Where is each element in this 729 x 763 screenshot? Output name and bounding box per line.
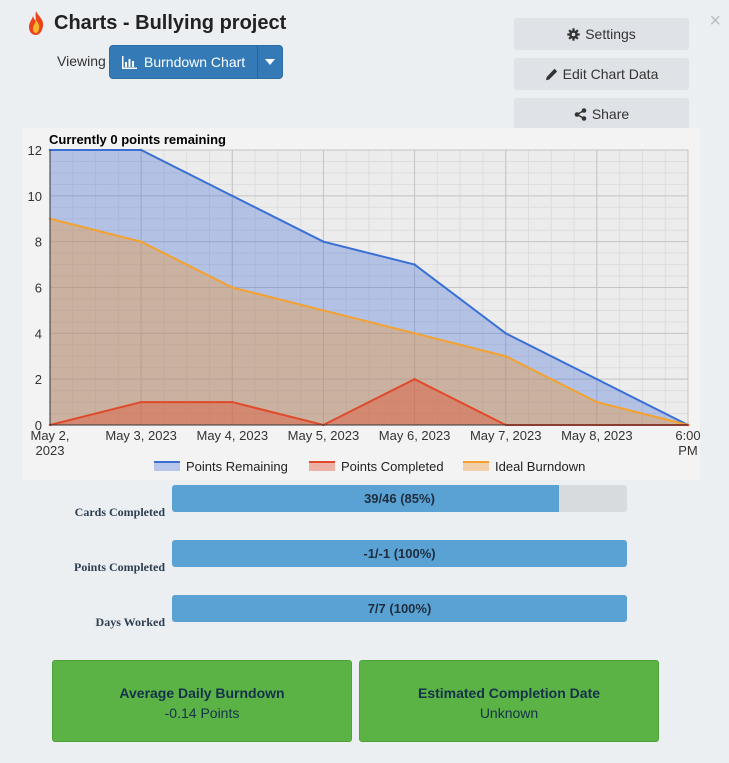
series-points-remaining-line xyxy=(50,149,689,426)
progress-fill xyxy=(172,595,627,622)
estimated-completion-date-card: Estimated Completion Date Unknown xyxy=(359,660,659,742)
settings-button[interactable]: Settings xyxy=(514,18,689,50)
progress-label: Days Worked xyxy=(95,615,165,629)
flame-logo-icon xyxy=(29,11,44,35)
stat-title: Average Daily Burndown xyxy=(119,685,285,701)
progress-label: Points Completed xyxy=(74,560,165,574)
x-tick-label: May 3, 2023 xyxy=(105,428,177,443)
stat-value: Unknown xyxy=(479,705,539,721)
share-icon xyxy=(574,107,587,121)
chart-type-dropdown[interactable]: Burndown Chart xyxy=(109,45,283,79)
progress-text: 7/7 (100%) xyxy=(367,601,432,616)
data-point xyxy=(595,400,599,404)
legend-item: Points Completed xyxy=(309,459,444,474)
data-point xyxy=(504,332,507,335)
average-daily-burndown-card: Average Daily Burndown -0.14 Points xyxy=(52,660,352,742)
data-point xyxy=(231,400,234,404)
progress-bar: -1/-1 (100%) xyxy=(172,540,627,567)
y-tick-label: 0 xyxy=(35,418,42,433)
data-point xyxy=(139,400,143,404)
legend-swatch xyxy=(463,462,489,471)
data-point xyxy=(413,332,416,335)
bar-chart-icon xyxy=(122,55,137,69)
stat-title: Estimated Completion Date xyxy=(417,685,601,701)
chart-type-label: Burndown Chart xyxy=(144,54,246,70)
data-point xyxy=(322,309,325,312)
progress-text: -1/-1 (100%) xyxy=(363,546,436,561)
dropdown-caret[interactable] xyxy=(257,46,282,78)
legend-item: Ideal Burndown xyxy=(463,459,585,474)
legend-swatch xyxy=(309,462,335,471)
gear-icon xyxy=(567,27,580,41)
stat-value: -0.14 Points xyxy=(164,705,240,721)
legend-label: Ideal Burndown xyxy=(495,459,585,474)
y-tick-label: 2 xyxy=(35,372,42,387)
series-ideal-burndown-line xyxy=(49,217,689,426)
data-point xyxy=(231,286,234,289)
x-tick-label: May 7, 2023 xyxy=(470,428,542,443)
legend-item: Points Remaining xyxy=(154,459,288,474)
edit-chart-data-button[interactable]: Edit Chart Data xyxy=(514,58,689,90)
y-tick-label: 8 xyxy=(35,235,42,250)
y-tick-label: 12 xyxy=(28,143,42,158)
data-point xyxy=(595,377,599,381)
x-tick-label: May 8, 2023 xyxy=(561,428,633,443)
edit-chart-data-label: Edit Chart Data xyxy=(562,66,659,82)
data-point xyxy=(413,377,416,381)
series-points-remaining-area xyxy=(50,150,688,425)
data-point xyxy=(139,148,143,152)
legend-label: Points Completed xyxy=(341,459,444,474)
legend-label: Points Remaining xyxy=(186,459,288,474)
legend-swatch xyxy=(154,462,180,471)
share-label: Share xyxy=(591,106,630,122)
chart-title: Currently 0 points remaining xyxy=(49,132,226,147)
share-button[interactable]: Share xyxy=(514,98,689,130)
chart-type-selected[interactable]: Burndown Chart xyxy=(110,46,257,78)
burndown-chart: Currently 0 points remaining 0 2 4 6 8 10 12 May… xyxy=(22,128,700,480)
burndown-chart-svg: Currently 0 points remaining 0 2 4 6 8 10 12 May… xyxy=(28,132,700,474)
page-title: Charts - Bullying project xyxy=(54,11,287,34)
progress-bar: 7/7 (100%) xyxy=(172,595,627,622)
x-tick-label: May 6, 2023 xyxy=(379,428,451,443)
progress-fill xyxy=(172,485,559,512)
progress-text: 39/46 (85%) xyxy=(364,491,435,506)
data-point xyxy=(504,355,507,358)
x-tick-label: May 4, 2023 xyxy=(197,428,269,443)
x-tick-label: May 5, 2023 xyxy=(288,428,360,443)
y-tick-label: 6 xyxy=(35,281,42,296)
x-tick-label: 6:00 PM xyxy=(675,428,700,458)
progress-bar: 39/46 (85%) xyxy=(172,485,627,512)
y-tick-label: 4 xyxy=(35,326,42,341)
settings-label: Settings xyxy=(585,26,636,42)
pencil-icon xyxy=(545,68,557,80)
data-point xyxy=(139,240,143,243)
viewing-label: Viewing xyxy=(57,53,106,69)
progress-fill xyxy=(172,540,627,567)
progress-label: Cards Completed xyxy=(74,505,165,519)
caret-down-icon xyxy=(265,59,275,65)
x-tick-label: May 2, 2023 xyxy=(30,428,69,458)
header: Charts - Bullying project xyxy=(26,10,286,36)
close-icon[interactable]: × xyxy=(709,10,721,32)
y-tick-label: 10 xyxy=(28,189,42,204)
data-point xyxy=(413,263,416,266)
data-point xyxy=(322,240,325,243)
data-point xyxy=(231,194,234,198)
